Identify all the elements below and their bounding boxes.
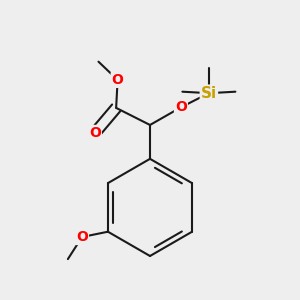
Text: O: O [89, 126, 101, 140]
Text: O: O [112, 73, 124, 87]
Text: O: O [76, 230, 88, 244]
Text: Si: Si [201, 86, 217, 101]
Text: O: O [175, 100, 187, 114]
